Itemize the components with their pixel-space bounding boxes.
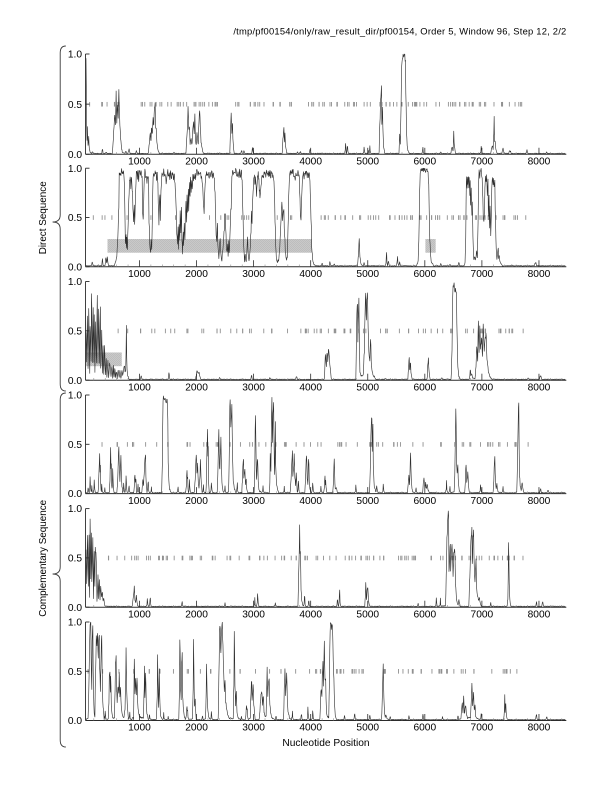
x-tick-label: 8000 bbox=[528, 382, 551, 393]
y-tick-label: 1.0 bbox=[68, 164, 82, 175]
score-trace bbox=[85, 395, 566, 494]
x-tick-label: 7000 bbox=[471, 609, 494, 620]
x-tick-label: 1000 bbox=[128, 723, 151, 734]
x-tick-label: 8000 bbox=[528, 269, 551, 280]
x-tick-label: 1000 bbox=[128, 382, 151, 393]
x-tick-label: 5000 bbox=[356, 609, 379, 620]
x-tick-label: 4000 bbox=[299, 496, 322, 507]
panel-complementary-frame-1: 0.0 0.5 1.0 1000 2000 3000 4000 5000 6000 7000 800… bbox=[68, 391, 567, 507]
panel-direct-frame-1: 0.0 0.5 1.0 1000 2000 3000 4000 5000 6000 7000 800… bbox=[68, 50, 567, 168]
x-tick-label: 4000 bbox=[299, 157, 322, 168]
x-tick-label: 1000 bbox=[128, 269, 151, 280]
panel-complementary-frame-3: 0.0 0.5 1.0 1000 2000 3000 4000 5000 6000 7000 800… bbox=[68, 618, 567, 734]
detected-region-bar bbox=[425, 239, 436, 253]
x-tick-label: 4000 bbox=[299, 269, 322, 280]
score-trace bbox=[85, 621, 566, 721]
y-tick-label: 1.0 bbox=[68, 277, 82, 288]
y-tick-label: 1.0 bbox=[68, 391, 82, 402]
score-trace bbox=[85, 510, 566, 608]
x-tick-label: 2000 bbox=[185, 382, 208, 393]
x-tick-label: 3000 bbox=[242, 157, 265, 168]
x-tick-label: 8000 bbox=[528, 609, 551, 620]
y-tick-label: 0.0 bbox=[68, 489, 82, 500]
x-tick-label: 6000 bbox=[413, 496, 436, 507]
x-tick-label: 5000 bbox=[356, 157, 379, 168]
x-tick-label: 8000 bbox=[528, 157, 551, 168]
x-tick-label: 2000 bbox=[185, 269, 208, 280]
brace-direct bbox=[52, 45, 66, 392]
x-tick-label: 7000 bbox=[471, 496, 494, 507]
x-tick-label: 6000 bbox=[413, 723, 436, 734]
x-tick-label: 4000 bbox=[299, 382, 322, 393]
x-tick-label: 5000 bbox=[356, 496, 379, 507]
y-tick-label: 0.0 bbox=[68, 376, 82, 387]
hit-rug-marks bbox=[107, 555, 524, 561]
y-tick-label: 0.0 bbox=[68, 262, 82, 273]
figure-title: /tmp/pf00154/only/raw_result_dir/pf00154… bbox=[233, 26, 566, 37]
x-tick-label: 8000 bbox=[528, 723, 551, 734]
x-tick-label: 6000 bbox=[413, 157, 436, 168]
panel-direct-frame-3: 0.0 0.5 1.0 1000 2000 3000 4000 5000 6000 7000 800… bbox=[68, 277, 567, 393]
x-tick-label: 6000 bbox=[413, 609, 436, 620]
x-tick-label: 7000 bbox=[471, 157, 494, 168]
x-tick-label: 3000 bbox=[242, 382, 265, 393]
x-tick-label: 3000 bbox=[242, 723, 265, 734]
group-label-complementary: Complementary Sequence bbox=[38, 499, 49, 616]
x-tick-label: 5000 bbox=[356, 382, 379, 393]
y-tick-label: 1.0 bbox=[68, 50, 82, 61]
hit-rug-marks bbox=[87, 669, 518, 674]
x-tick-label: 8000 bbox=[528, 496, 551, 507]
panel-direct-frame-2: 0.0 0.5 1.0 1000 2000 3000 4000 5000 6000 7000 800… bbox=[68, 164, 567, 280]
panels-group: 0.0 0.5 1.0 1000 2000 3000 4000 5000 6000 7000 800… bbox=[68, 50, 567, 734]
x-tick-label: 5000 bbox=[356, 269, 379, 280]
y-tick-label: 0.0 bbox=[68, 603, 82, 614]
x-tick-label: 1000 bbox=[128, 609, 151, 620]
x-tick-label: 4000 bbox=[299, 723, 322, 734]
panel-complementary-frame-2: 0.0 0.5 1.0 1000 2000 3000 4000 5000 6000 7000 800… bbox=[68, 504, 567, 620]
x-tick-label: 2000 bbox=[185, 609, 208, 620]
x-tick-label: 1000 bbox=[128, 496, 151, 507]
brace-complementary bbox=[52, 392, 66, 748]
x-axis-title: Nucleotide Position bbox=[282, 738, 369, 749]
x-tick-label: 7000 bbox=[471, 269, 494, 280]
x-tick-label: 7000 bbox=[471, 382, 494, 393]
x-tick-label: 2000 bbox=[185, 496, 208, 507]
y-tick-label: 0.5 bbox=[68, 554, 82, 565]
hit-rug-marks bbox=[92, 215, 527, 220]
y-tick-label: 1.0 bbox=[68, 504, 82, 515]
group-braces bbox=[52, 45, 66, 748]
hit-rug-marks bbox=[89, 101, 523, 107]
x-tick-label: 6000 bbox=[413, 269, 436, 280]
x-tick-label: 2000 bbox=[185, 157, 208, 168]
x-tick-label: 4000 bbox=[299, 609, 322, 620]
score-trace bbox=[85, 53, 566, 155]
y-tick-label: 0.5 bbox=[68, 667, 82, 678]
detected-region-bar bbox=[107, 239, 312, 253]
y-tick-label: 0.0 bbox=[68, 716, 82, 727]
x-tick-label: 2000 bbox=[185, 723, 208, 734]
x-tick-label: 3000 bbox=[242, 269, 265, 280]
x-tick-label: 7000 bbox=[471, 723, 494, 734]
y-tick-label: 0.5 bbox=[68, 440, 82, 451]
x-tick-label: 3000 bbox=[242, 609, 265, 620]
y-tick-label: 0.0 bbox=[68, 150, 82, 161]
y-tick-label: 0.5 bbox=[68, 213, 82, 224]
hit-rug-marks bbox=[101, 442, 529, 447]
x-tick-label: 1000 bbox=[128, 157, 151, 168]
x-tick-label: 6000 bbox=[413, 382, 436, 393]
hit-rug-marks bbox=[117, 328, 524, 334]
x-tick-label: 5000 bbox=[356, 723, 379, 734]
y-tick-label: 0.5 bbox=[68, 326, 82, 337]
y-tick-label: 0.5 bbox=[68, 100, 82, 111]
x-tick-label: 3000 bbox=[242, 496, 265, 507]
score-trace bbox=[85, 167, 566, 267]
group-label-direct: Direct Sequence bbox=[38, 181, 49, 255]
score-trace bbox=[85, 282, 566, 381]
y-tick-label: 1.0 bbox=[68, 618, 82, 629]
